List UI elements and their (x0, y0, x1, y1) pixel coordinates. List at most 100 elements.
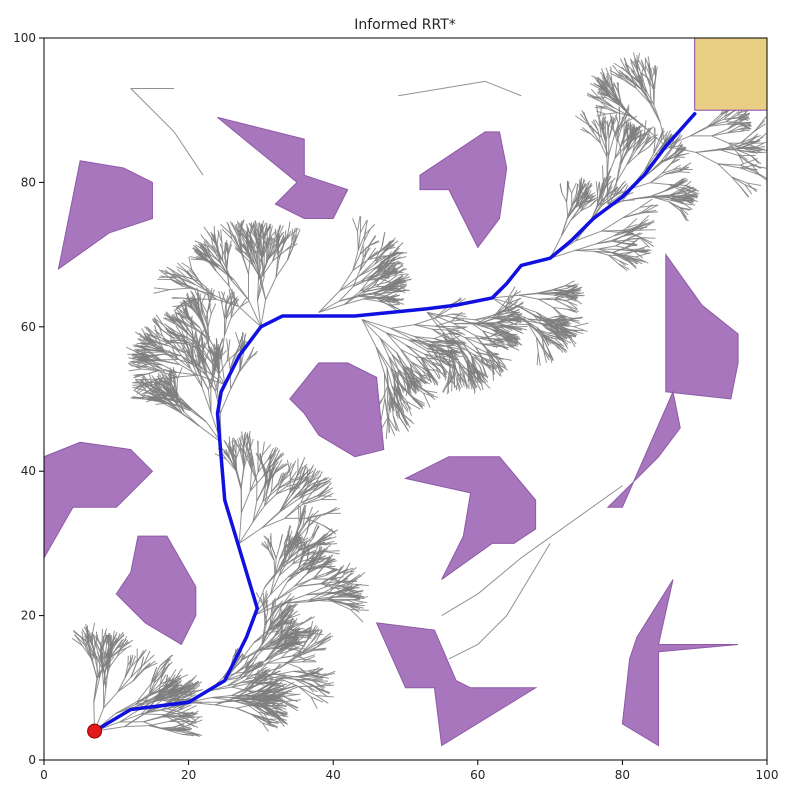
tree-edge (608, 254, 620, 265)
tree-edge (261, 722, 269, 732)
tree-edge (283, 620, 296, 625)
tree-edge (359, 278, 371, 292)
tree-edge (194, 327, 210, 340)
tree-edge (623, 211, 642, 219)
tree-edge (442, 381, 449, 393)
tree-edge (661, 137, 670, 147)
tree-edge (227, 223, 233, 239)
tree-edge (166, 729, 181, 732)
tree-edge (329, 574, 344, 590)
tree-edge (261, 441, 265, 456)
tree-edge (635, 252, 651, 258)
tree-edge (175, 311, 185, 319)
tree-edge (270, 447, 279, 460)
tree-edge (307, 470, 319, 484)
tree-edge (475, 346, 483, 358)
tree-edge (181, 412, 200, 427)
tree-edge (169, 716, 184, 722)
tree-edge (269, 237, 275, 250)
tree-edge (381, 264, 391, 272)
tree-edge (278, 677, 299, 687)
tree-edge (457, 360, 461, 374)
tree-edge (172, 304, 185, 308)
tree-edge (594, 250, 613, 253)
tree-edge (260, 258, 269, 278)
tree-edge (448, 352, 461, 367)
tree-edge (168, 380, 178, 396)
tree-edge (146, 365, 161, 371)
tree-edge (236, 472, 242, 490)
tree-edge (555, 320, 567, 324)
tree-edge (228, 289, 232, 303)
tree-edge (299, 646, 318, 655)
tree-edge (224, 305, 227, 319)
tree-edge (154, 324, 159, 338)
tree-edge (225, 307, 234, 319)
tree-edge (662, 147, 674, 163)
tree-edge (408, 339, 428, 352)
tree-edge (541, 333, 556, 340)
tree-edge (707, 114, 721, 127)
tree-edge (249, 469, 253, 492)
tree-edge (117, 648, 127, 657)
tree-edge (234, 343, 241, 356)
tree-edge (567, 285, 578, 291)
tree-edge (343, 589, 356, 595)
tree-edge (124, 725, 150, 728)
tree-edge (231, 280, 249, 300)
tree-edge (228, 448, 234, 459)
tree-edge (279, 472, 285, 483)
tree-edge (280, 498, 300, 512)
tree-edge (158, 269, 173, 281)
tree-edge (462, 342, 477, 353)
tree-edge (149, 384, 160, 392)
tree-edge (352, 250, 359, 271)
tree-edge (175, 317, 186, 324)
tree-edge (653, 139, 656, 154)
tree-edge (141, 662, 151, 671)
tree-edge (245, 238, 252, 251)
tree-edge (240, 465, 245, 488)
tree-edge (145, 391, 158, 397)
tree-edge (182, 694, 197, 702)
tree-edge (183, 297, 198, 300)
tree-edge (262, 459, 272, 477)
tree-edge (279, 534, 284, 546)
tree-edge (252, 468, 258, 483)
tree-edge (267, 478, 272, 491)
tree-edge (227, 243, 229, 255)
tree-edge (175, 321, 188, 334)
tree-edge (310, 696, 318, 710)
tree-edge (486, 352, 498, 355)
tree-edge (274, 683, 287, 690)
tree-edge (260, 299, 267, 327)
tree-edge (186, 716, 203, 719)
tree-edge (280, 613, 289, 623)
tree-edge (283, 230, 292, 244)
tree-edge (269, 718, 283, 724)
tree-edge (400, 412, 413, 422)
tree-edge (552, 330, 561, 338)
tree-edge (350, 609, 364, 623)
tree-edge (566, 290, 577, 296)
tree-edge (676, 152, 690, 157)
tree-edge (601, 177, 605, 191)
tree-edge (231, 440, 237, 454)
tree-edge (475, 369, 481, 382)
tree-edge (683, 203, 696, 206)
tree-edge (159, 379, 165, 389)
tree-edge (284, 632, 292, 641)
tree-edge (72, 629, 87, 642)
tree-edge (392, 415, 398, 431)
tree-edge (496, 363, 502, 377)
tree-edge (527, 323, 537, 338)
tree-edge (272, 246, 278, 262)
tree-edge (678, 171, 690, 174)
tree-edge (306, 586, 325, 596)
tree-edge (204, 348, 211, 361)
tree-edge (264, 569, 279, 588)
tree-edge (247, 704, 259, 713)
tree-edge (533, 314, 547, 324)
tree-edge (492, 294, 519, 299)
tree-edge (665, 135, 691, 147)
